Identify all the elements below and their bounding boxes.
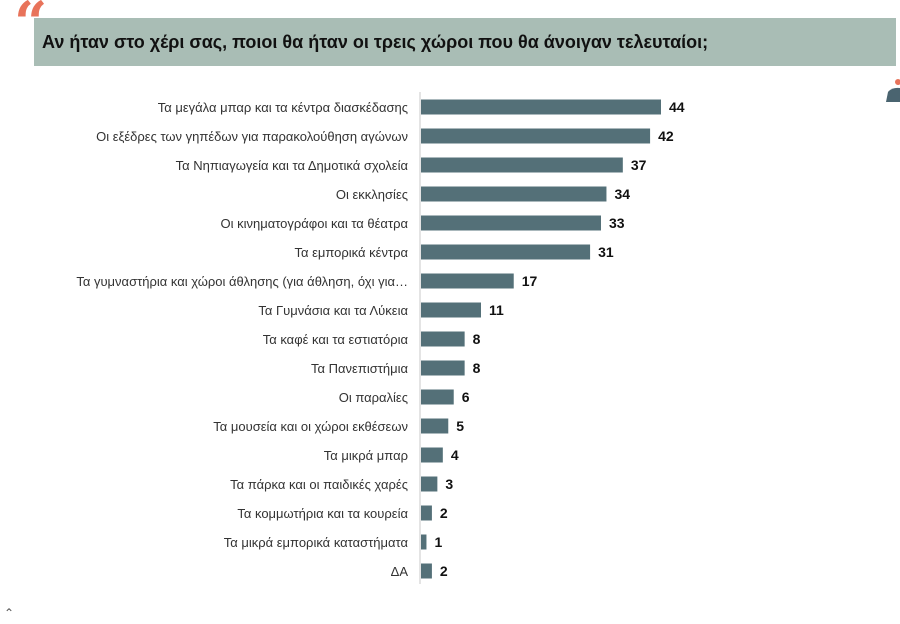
category-label: Τα Γυμνάσια και τα Λύκεια: [258, 303, 408, 318]
value-label: 42: [658, 128, 674, 144]
bar: [421, 505, 432, 521]
value-label: 2: [440, 563, 448, 579]
category-label: Οι εκκλησίες: [336, 187, 408, 202]
category-label: ΔΑ: [391, 564, 409, 579]
bar: [421, 360, 465, 376]
value-label: 5: [456, 418, 464, 434]
bar: [421, 128, 651, 144]
bar: [421, 273, 514, 289]
bar: [421, 99, 661, 115]
value-label: 4: [451, 447, 459, 463]
category-label: Τα εμπορικά κέντρα: [294, 245, 408, 260]
bar: [421, 331, 465, 347]
value-label: 17: [522, 273, 538, 289]
category-label: Τα καφέ και τα εστιατόρια: [263, 332, 409, 347]
bar: [421, 447, 443, 463]
bars-group: Τα μεγάλα μπαρ και τα κέντρα διασκέδασης…: [76, 99, 684, 579]
category-label: Οι παραλίες: [339, 390, 408, 405]
bar: [421, 389, 454, 405]
value-label: 8: [473, 331, 481, 347]
value-label: 6: [462, 389, 470, 405]
category-label: Τα μικρά εμπορικά καταστήματα: [224, 535, 409, 550]
category-label: Τα μουσεία και οι χώροι εκθέσεων: [213, 419, 408, 434]
bar: [421, 534, 427, 550]
value-label: 31: [598, 244, 614, 260]
category-label: Τα Πανεπιστήμια: [311, 361, 408, 376]
value-label: 11: [489, 302, 504, 318]
category-label: Τα κομμωτήρια και τα κουρεία: [237, 506, 408, 521]
category-label: Τα μεγάλα μπαρ και τα κέντρα διασκέδασης: [158, 100, 408, 115]
value-label: 44: [669, 99, 685, 115]
value-label: 37: [631, 157, 647, 173]
bar: [421, 186, 607, 202]
bar: [421, 215, 601, 231]
category-label: Οι εξέδρες των γηπέδων για παρακολούθηση…: [96, 129, 408, 144]
value-label: 3: [445, 476, 453, 492]
value-label: 33: [609, 215, 625, 231]
caret-up-icon: ⌃: [4, 606, 15, 620]
bar: [421, 563, 432, 579]
chart-title: Αν ήταν στο χέρι σας, ποιοι θα ήταν οι τ…: [42, 31, 709, 52]
bar-chart: Τα μεγάλα μπαρ και τα κέντρα διασκέδασης…: [76, 92, 685, 584]
bar: [421, 244, 591, 260]
value-label: 2: [440, 505, 448, 521]
value-label: 34: [614, 186, 630, 202]
value-label: 1: [434, 534, 442, 550]
bar: [421, 302, 481, 318]
category-label: Οι κινηματογράφοι και τα θέατρα: [220, 216, 408, 231]
category-label: Τα γυμναστήρια και χώροι άθλησης (για άθ…: [76, 274, 408, 289]
category-label: Τα πάρκα και οι παιδικές χαρές: [230, 477, 408, 492]
category-label: Τα μικρά μπαρ: [324, 448, 408, 463]
bar: [421, 157, 623, 173]
person-silhouette-icon: [886, 79, 900, 102]
value-label: 8: [473, 360, 481, 376]
bar: [421, 418, 449, 434]
bar: [421, 476, 438, 492]
category-label: Τα Νηπιαγωγεία και τα Δημοτικά σχολεία: [176, 158, 409, 173]
title-banner: Αν ήταν στο χέρι σας, ποιοι θα ήταν οι τ…: [34, 18, 896, 66]
